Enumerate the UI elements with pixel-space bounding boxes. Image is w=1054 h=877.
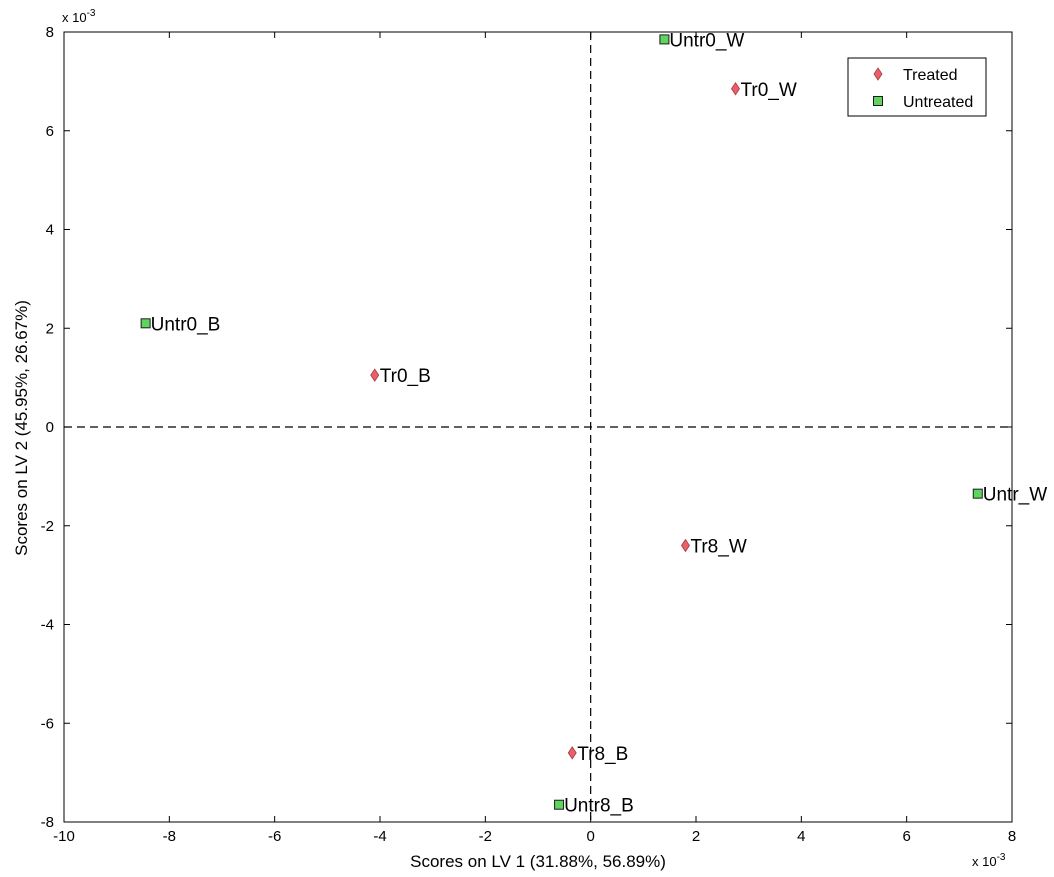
x-axis-exponent: x 10-3 [972,852,1006,869]
x-tick-label: -2 [479,828,492,845]
point-label-tr8-w: Tr8_W [690,537,746,558]
data-point-untr0-w [659,34,670,45]
x-tick-label: 6 [902,828,910,845]
legend-label-untreated: Untreated [903,94,973,111]
point-label-untr8-b: Untr8_B [564,796,634,817]
legend-marker-treated [873,67,883,81]
legend-box [847,57,987,117]
y-tick-label: -4 [41,617,54,634]
data-point-tr0-w [731,82,740,96]
data-point-untr0-b [140,318,151,329]
legend-marker-untreated [873,96,883,106]
point-label-tr0-w: Tr0_W [741,80,797,101]
x-tick-label: 8 [1008,828,1016,845]
y-axis-label: Scores on LV 2 (45.95%, 26.67%) [12,300,31,556]
legend-label-treated: Treated [903,67,958,84]
series-treated: Tr0_W Tr0_B Tr8_W Tr8_B [370,80,797,765]
y-tick-label: 4 [46,222,54,239]
point-label-untr0-b: Untr0_B [151,314,221,335]
y-tick-label: -8 [41,814,54,831]
y-tick-label: 6 [46,123,54,140]
x-axis-label: Scores on LV 1 (31.88%, 56.89%) [410,852,666,871]
data-point-tr8-b [567,746,577,760]
y-tick-label: 0 [46,419,54,436]
x-tick-label: 0 [586,828,594,845]
y-axis-exponent-base: x 10 [62,10,87,25]
y-axis-exponent-power: -3 [87,8,96,19]
data-point-tr8-w [680,538,690,553]
x-axis-exponent-base: x 10 [972,854,997,869]
data-point-tr0-b [370,368,380,382]
x-axis-exponent-power: -3 [997,852,1006,863]
y-tick-label: 2 [46,320,54,337]
y-axis-exponent: x 10-3 [62,8,96,25]
x-tick-label: -6 [268,828,281,845]
y-tick-label: -2 [41,518,54,535]
y-tick-label: 8 [46,24,54,41]
x-tick-label: 2 [692,828,700,845]
series-untreated: Untr0_W Untr0_B Untr_W Untr8_B [140,30,1047,817]
point-label-untr0-w: Untr0_W [669,30,744,51]
point-label-untr-w: Untr_W [983,485,1047,506]
point-label-tr8-b: Tr8_B [577,744,628,765]
x-tick-label: -10 [53,828,75,845]
y-tick-label: -6 [41,715,54,732]
data-point-untr8-b [554,799,565,810]
x-tick-label: -8 [163,828,176,845]
point-label-tr0-b: Tr0_B [380,366,431,387]
data-point-untr-w [972,488,983,499]
x-tick-label: -4 [373,828,386,845]
x-tick-label: 4 [797,828,805,845]
